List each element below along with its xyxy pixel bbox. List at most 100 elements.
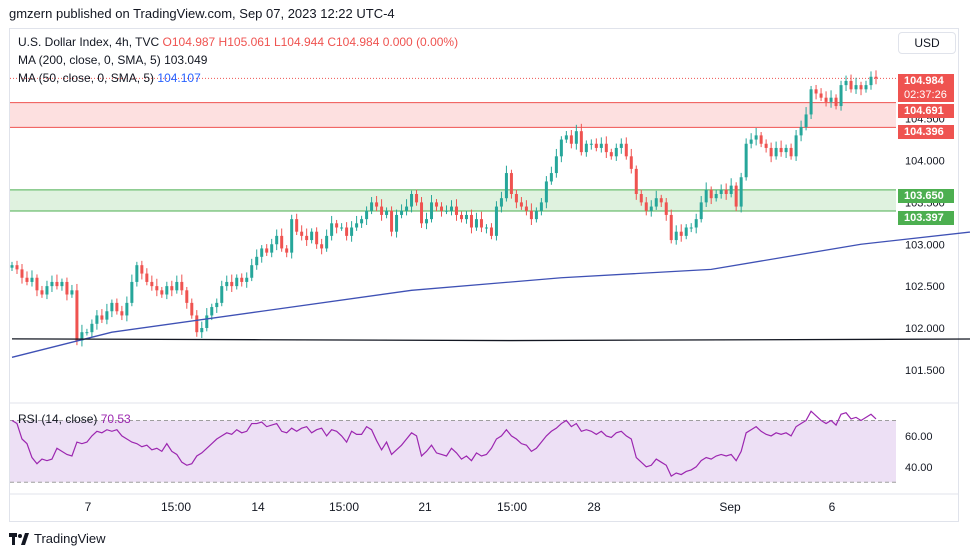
- candle-body: [195, 315, 199, 333]
- candle-body: [639, 194, 643, 203]
- candle-body: [160, 290, 164, 295]
- zone-upper-bottom-tag: 104.396: [898, 125, 954, 139]
- candle-body: [150, 281, 154, 287]
- candle-body: [529, 210, 533, 220]
- candle-body: [230, 281, 234, 287]
- candle-body: [579, 131, 583, 153]
- candle-body: [494, 206, 498, 236]
- candle-body: [40, 290, 44, 295]
- candle-body: [779, 147, 783, 153]
- rsi-band: [10, 420, 896, 483]
- candle-body: [35, 277, 39, 291]
- candle-body: [270, 244, 274, 253]
- candle-body: [629, 156, 633, 169]
- candle-body: [859, 85, 863, 90]
- candle-body: [90, 323, 94, 333]
- candle-body: [305, 235, 309, 241]
- candle-body: [130, 281, 134, 303]
- candle-body: [280, 235, 284, 249]
- candle-body: [20, 269, 24, 278]
- legend-symbol[interactable]: U.S. Dollar Index, 4h, TVC: [18, 35, 160, 49]
- candle-body: [719, 189, 723, 194]
- candle-body: [125, 302, 129, 316]
- candle-body: [290, 219, 294, 253]
- ma200-line: [11, 338, 970, 342]
- rsi-tick-label: 40.00: [905, 462, 933, 474]
- support-zone: [10, 189, 896, 212]
- legend-ma200-label[interactable]: MA (200, close, 0, SMA, 5): [18, 53, 161, 67]
- footer-brand[interactable]: TradingView: [9, 531, 106, 546]
- candle-body: [684, 227, 688, 236]
- candle-body: [749, 139, 753, 144]
- candle-body: [390, 210, 394, 232]
- candle-body: [285, 248, 289, 253]
- candle-body: [674, 231, 678, 241]
- candle-body: [145, 273, 149, 282]
- candle-body: [235, 277, 239, 287]
- currency-button[interactable]: USD: [898, 32, 956, 54]
- candle-body: [310, 231, 314, 241]
- candle-body: [25, 277, 29, 282]
- candle-body: [435, 202, 439, 207]
- candle-body: [679, 231, 683, 236]
- candle-body: [514, 194, 518, 203]
- candle-body: [714, 194, 718, 199]
- candle-body: [80, 332, 84, 341]
- candle-body: [609, 152, 613, 157]
- candle-body: [544, 181, 548, 203]
- legend-ma50-value: 104.107: [157, 71, 201, 85]
- candle-body: [499, 198, 503, 207]
- x-tick-label: 15:00: [161, 500, 191, 514]
- zone-lower-bottom-tag: 103.397: [898, 211, 954, 225]
- tradingview-logo-icon: [9, 532, 29, 545]
- candle-body: [170, 286, 174, 291]
- candle-body: [100, 315, 104, 320]
- candle-body: [569, 135, 573, 144]
- candle-body: [415, 194, 419, 203]
- legend-rsi-value: 70.53: [100, 412, 131, 426]
- candle-body: [405, 206, 409, 211]
- candle-body: [709, 189, 713, 199]
- candle-body: [185, 290, 189, 303]
- candle-body: [844, 80, 848, 86]
- candle-body: [425, 219, 429, 224]
- candle-body: [165, 286, 169, 295]
- candle-body: [370, 202, 374, 211]
- candle-body: [365, 210, 369, 220]
- candle-body: [539, 202, 543, 211]
- candle-body: [190, 302, 194, 316]
- candle-body: [10, 265, 14, 268]
- x-tick-label: 15:00: [329, 500, 359, 514]
- candle-body: [694, 219, 698, 228]
- candle-body: [140, 265, 144, 274]
- legend-ohlc: O104.987 H105.061 L104.944 C104.984 0.00…: [162, 35, 459, 49]
- candle-body: [15, 265, 19, 270]
- candle-body: [819, 93, 823, 98]
- last-price-tag: 104.984 02:37:26: [898, 74, 954, 102]
- candle-body: [444, 210, 448, 212]
- candle-body: [225, 281, 229, 287]
- candle-body: [385, 210, 389, 215]
- candle-body: [215, 302, 219, 308]
- legend-ma50-label[interactable]: MA (50, close, 0, SMA, 5): [18, 71, 155, 85]
- candle-body: [744, 143, 748, 178]
- candle-body: [824, 97, 828, 102]
- legend-ma50-row: MA (50, close, 0, SMA, 5) 104.107: [18, 71, 201, 85]
- candle-body: [260, 248, 264, 257]
- legend-rsi-label[interactable]: RSI (14, close): [18, 412, 98, 426]
- y-tick-label: 103.000: [905, 239, 945, 251]
- candle-body: [774, 147, 778, 157]
- zone-lower-top-tag: 103.650: [898, 189, 954, 203]
- candle-body: [794, 135, 798, 157]
- candle-body: [55, 281, 59, 287]
- candle-body: [829, 97, 833, 102]
- candle-body: [30, 277, 34, 282]
- candle-body: [180, 281, 184, 291]
- resistance-zone: [10, 102, 896, 128]
- candle-body: [110, 302, 114, 312]
- candle-body: [784, 147, 788, 153]
- rsi-tick-label: 60.00: [905, 431, 933, 443]
- y-tick-label: 102.000: [905, 323, 945, 335]
- candle-body: [345, 227, 349, 236]
